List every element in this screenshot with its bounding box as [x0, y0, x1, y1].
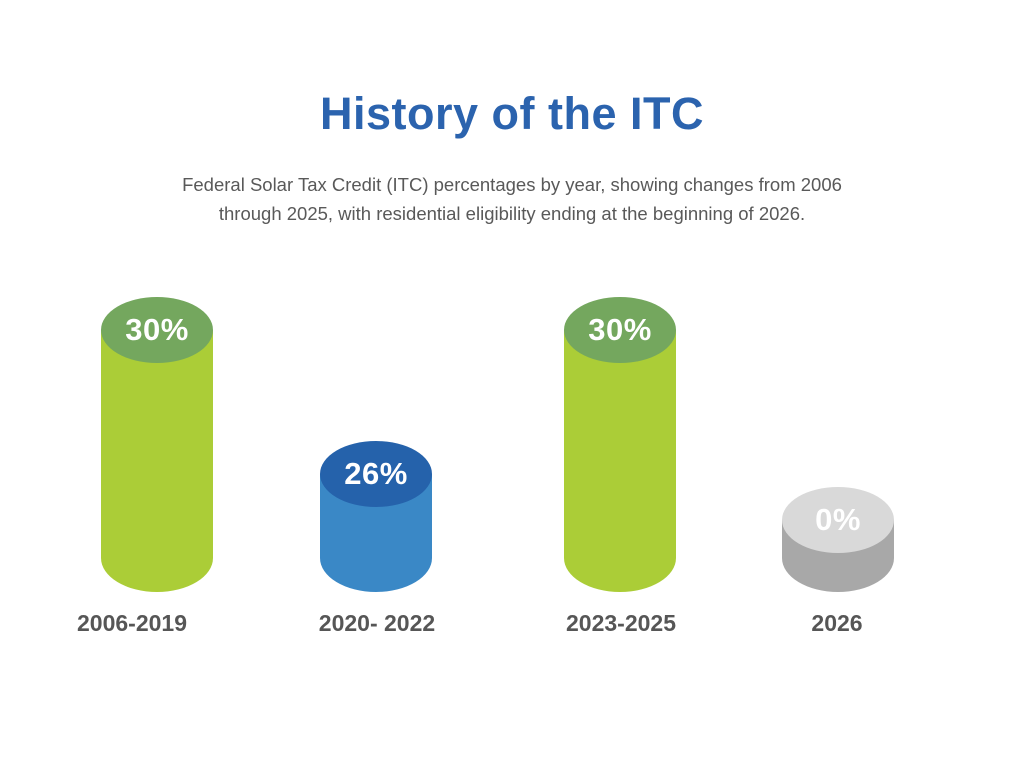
bar-2023-2025-value: 30%	[588, 312, 652, 347]
chart-subtitle-line-3: beginning of 2026.	[652, 202, 806, 224]
chart-subtitle-line-1: Federal Solar Tax Credit (ITC) percentag…	[182, 174, 754, 195]
bar-2026-value: 0%	[815, 502, 861, 537]
bar-2023-2025-top-ellipse: 30%	[564, 297, 676, 363]
bar-2006-2019: 30%	[101, 297, 213, 592]
bar-2006-2019-value: 30%	[125, 312, 189, 347]
bar-2006-2019-body	[101, 330, 213, 592]
chart-subtitle-line-2: from 2006 through 2025, with residential…	[218, 174, 842, 224]
bar-2020-2022-value: 26%	[344, 456, 408, 491]
bar-2026-top-ellipse: 0%	[782, 487, 894, 553]
chart-subtitle: Federal Solar Tax Credit (ITC) percentag…	[152, 171, 872, 228]
bar-2023-2025-body	[564, 330, 676, 592]
bar-2020-2022-top-ellipse: 26%	[320, 441, 432, 507]
bar-2023-2025: 30%	[564, 297, 676, 592]
bar-2006-2019-top-ellipse: 30%	[101, 297, 213, 363]
category-label-2026: 2026	[811, 610, 863, 636]
chart-title: History of the ITC	[319, 88, 704, 139]
category-label-2020-2022: 2020- 2022	[318, 610, 436, 636]
bar-2020-2022: 26%	[320, 441, 432, 592]
bar-2026: 0%	[782, 487, 894, 592]
category-label-2006-2019: 2006-2019	[77, 610, 187, 636]
category-label-2023-2025: 2023-2025	[566, 610, 676, 636]
